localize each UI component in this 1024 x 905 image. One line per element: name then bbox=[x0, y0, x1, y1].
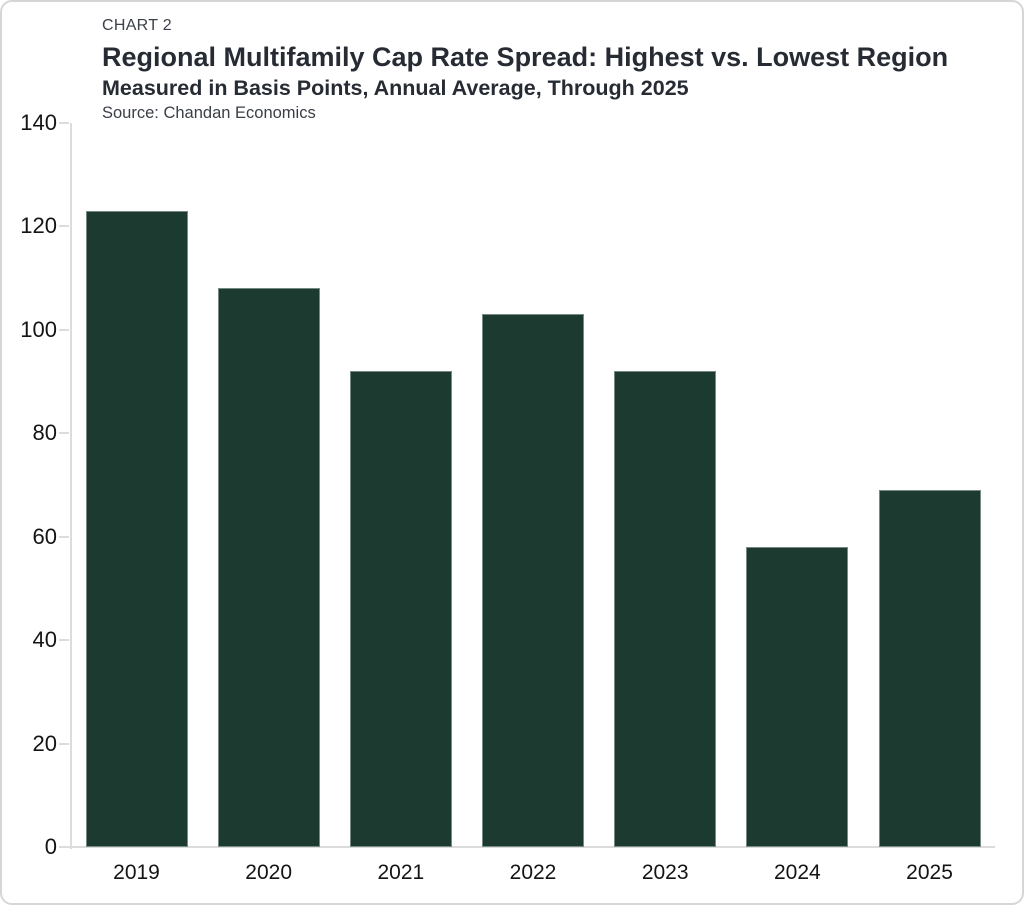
y-axis-tick-label: 60 bbox=[32, 523, 57, 549]
x-axis-label-2023: 2023 bbox=[641, 861, 689, 884]
bar-2023 bbox=[614, 371, 717, 847]
chart-title: Regional Multifamily Cap Rate Spread: Hi… bbox=[102, 42, 949, 72]
chart-number-label: CHART 2 bbox=[102, 17, 172, 34]
y-axis-tick-label: 120 bbox=[20, 213, 57, 239]
y-axis-tick-label: 0 bbox=[44, 834, 57, 859]
x-axis-label-2020: 2020 bbox=[245, 861, 293, 884]
y-axis-tick bbox=[59, 742, 69, 745]
x-axis-label-2024: 2024 bbox=[773, 861, 821, 884]
y-axis-tick bbox=[59, 639, 69, 642]
y-axis-tick bbox=[59, 846, 69, 848]
bar-2024 bbox=[746, 547, 849, 847]
bar-2025 bbox=[878, 490, 981, 847]
x-axis-label-2021: 2021 bbox=[377, 861, 425, 884]
y-axis-tick-label: 140 bbox=[20, 110, 57, 135]
y-axis-tick bbox=[59, 225, 69, 228]
chart-source: Source: Chandan Economics bbox=[102, 104, 316, 122]
bar-2021 bbox=[349, 371, 452, 847]
x-axis-label-2025: 2025 bbox=[906, 861, 953, 884]
y-axis-tick-label: 40 bbox=[32, 627, 57, 653]
y-axis-tick bbox=[59, 432, 69, 435]
x-axis-label-2019: 2019 bbox=[113, 861, 160, 884]
bar-2022 bbox=[482, 314, 584, 847]
chart-header: CHART 2 Regional Multifamily Cap Rate Sp… bbox=[102, 15, 1002, 124]
y-axis-tick-label: 20 bbox=[32, 730, 57, 756]
bar-2020 bbox=[217, 288, 320, 847]
y-axis-tick bbox=[59, 535, 69, 538]
y-axis-tick bbox=[59, 328, 69, 331]
chart-subtitle: Measured in Basis Points, Annual Average… bbox=[102, 76, 689, 100]
x-axis-line bbox=[60, 846, 995, 848]
x-axis-label-2022: 2022 bbox=[509, 861, 557, 884]
y-axis-tick bbox=[59, 122, 69, 124]
y-axis-line bbox=[70, 123, 72, 849]
y-axis-tick-label: 80 bbox=[32, 420, 57, 446]
y-axis-tick-label: 100 bbox=[20, 316, 57, 342]
bar-2019 bbox=[85, 210, 188, 847]
